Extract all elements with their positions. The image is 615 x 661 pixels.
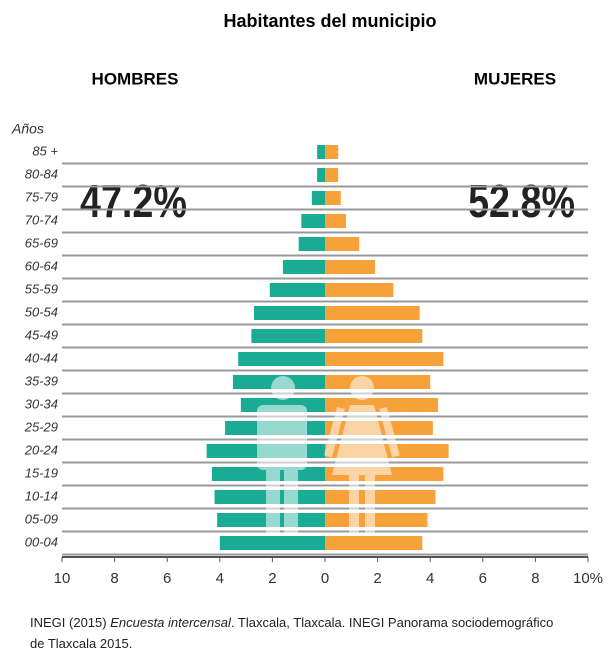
- x-tick-label: 6: [479, 570, 487, 587]
- female-arm: [324, 406, 345, 458]
- bar: [325, 306, 420, 320]
- x-tick-label: 4: [426, 570, 434, 587]
- source-text: . Tlaxcala, Tlaxcala. INEGI Panorama soc…: [30, 615, 554, 651]
- bar: [301, 214, 325, 228]
- bar: [298, 237, 325, 251]
- x-tick-label: 6: [163, 570, 171, 587]
- bar: [325, 145, 339, 159]
- y-tick-label: 60-64: [25, 258, 58, 273]
- bar: [325, 375, 431, 389]
- bar: [251, 329, 325, 343]
- right-total: 52.8%: [468, 176, 575, 227]
- female-leg: [365, 470, 375, 533]
- bar: [282, 260, 325, 274]
- source: INEGI (2015) Encuesta intercensal. Tlaxc…: [30, 612, 570, 654]
- y-tick-label: 65-69: [25, 235, 58, 250]
- bar: [325, 260, 375, 274]
- male-leg: [284, 465, 298, 533]
- y-tick-label: 50-54: [25, 304, 58, 319]
- y-tick-label: 85 +: [32, 143, 58, 158]
- bar: [253, 306, 325, 320]
- bar: [317, 168, 325, 182]
- bar: [325, 329, 423, 343]
- chart: Habitantes del municipio HOMBRES MUJERES…: [11, 11, 603, 587]
- y-tick-label: 00-04: [25, 534, 58, 549]
- bar: [325, 352, 444, 366]
- person-icons: [257, 376, 400, 533]
- bar: [317, 145, 325, 159]
- y-tick-label: 30-34: [25, 396, 58, 411]
- bar: [325, 191, 341, 205]
- bar: [325, 214, 347, 228]
- male-leg: [266, 465, 280, 533]
- x-tick-label: 8: [110, 570, 118, 587]
- y-tick-label: 10-14: [25, 488, 58, 503]
- y-tick-label: 25-29: [24, 419, 58, 434]
- y-tick-label: 05-09: [25, 511, 58, 526]
- male-body: [257, 405, 307, 470]
- bar: [311, 191, 325, 205]
- legend-left: HOMBRES: [92, 69, 179, 88]
- y-tick-label: 40-44: [25, 350, 58, 365]
- bar: [325, 168, 339, 182]
- x-tick-label: 10%: [573, 570, 603, 587]
- bar: [325, 536, 423, 550]
- female-head: [350, 376, 374, 400]
- y-tick-label: 80-84: [25, 166, 58, 181]
- chart-title: Habitantes del municipio: [223, 11, 436, 31]
- bar: [325, 283, 394, 297]
- x-tick-label: 10: [54, 570, 71, 587]
- y-tick-label: 70-74: [25, 212, 58, 227]
- bar: [238, 352, 325, 366]
- legend-right: MUJERES: [474, 69, 556, 88]
- y-tick-label: 35-39: [25, 373, 58, 388]
- x-tick-label: 4: [216, 570, 224, 587]
- bar: [325, 513, 428, 527]
- female-body: [332, 405, 392, 475]
- bar: [325, 490, 436, 504]
- source-text: INEGI (2015): [30, 615, 111, 630]
- x-tick-label: 2: [268, 570, 276, 587]
- y-tick-label: 55-59: [25, 281, 58, 296]
- x-tick-label: 0: [321, 570, 329, 587]
- female-leg: [349, 470, 359, 533]
- y-tick-label: 75-79: [25, 189, 58, 204]
- left-total: 47.2%: [80, 176, 187, 227]
- x-tick-label: 8: [531, 570, 539, 587]
- male-head: [271, 376, 295, 400]
- bar: [269, 283, 325, 297]
- bar: [325, 237, 360, 251]
- bar: [219, 536, 325, 550]
- y-tick-label: 45-49: [25, 327, 58, 342]
- source-italic: Encuesta intercensal: [110, 615, 231, 630]
- female-arm: [379, 406, 400, 458]
- y-axis-label: Años: [11, 121, 44, 137]
- y-tick-label: 20-24: [24, 442, 58, 457]
- y-tick-label: 15-19: [25, 465, 58, 480]
- x-tick-label: 2: [373, 570, 381, 587]
